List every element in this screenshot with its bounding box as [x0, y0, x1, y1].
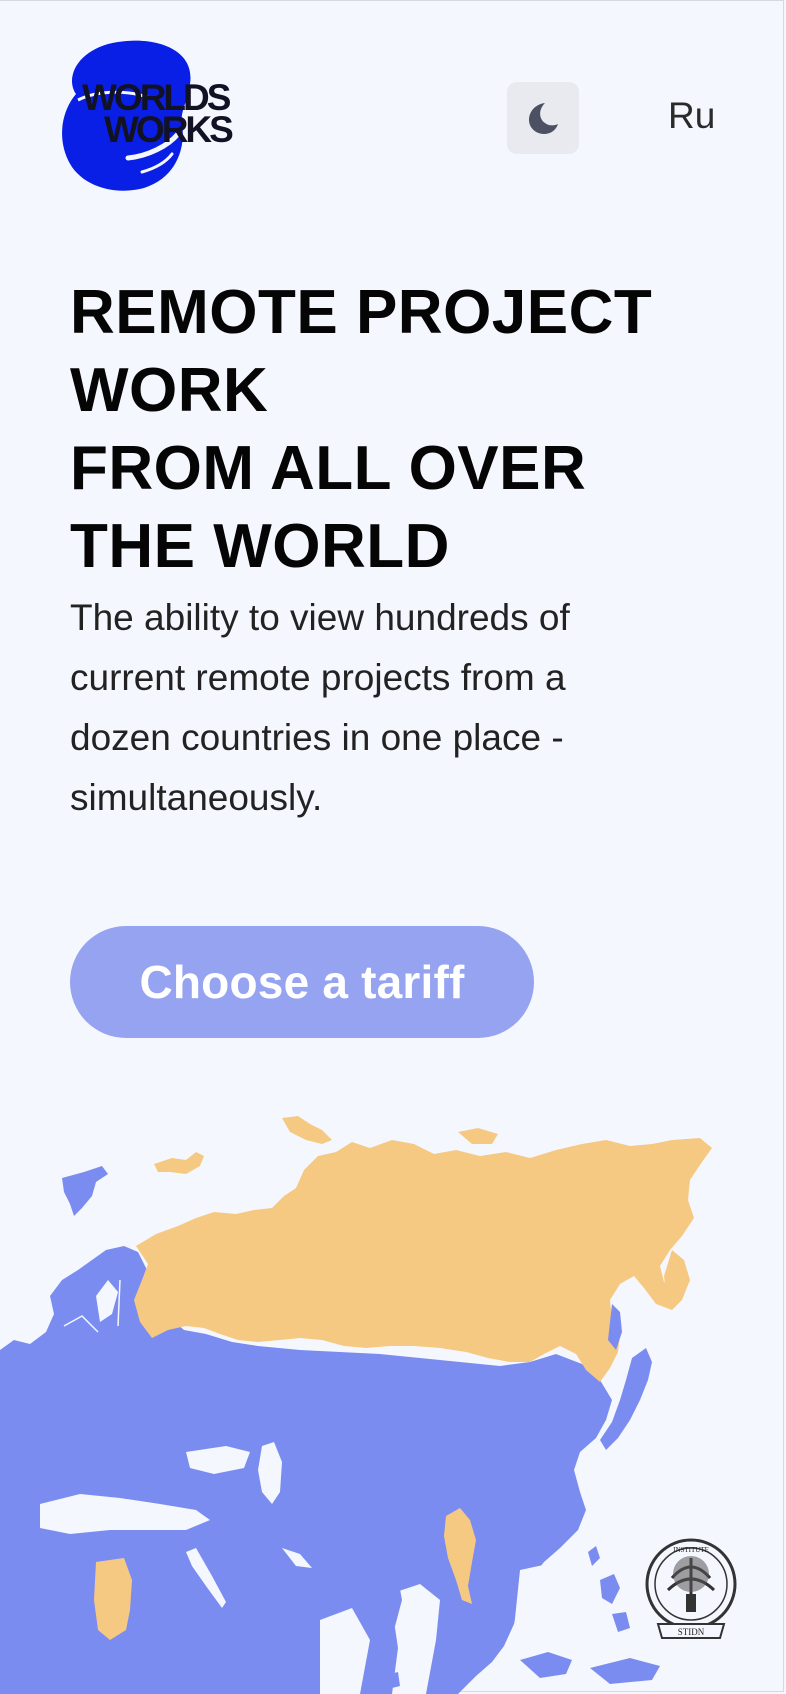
hero-title-line-3: FROM ALL OVER [70, 434, 587, 503]
logo[interactable]: WORLDS WORKS [58, 40, 258, 196]
site-header: WORLDS WORKS Ru [0, 0, 786, 220]
theme-toggle-button[interactable] [507, 82, 579, 154]
institute-seal-icon: STIDN INSTITUTE [645, 1538, 737, 1639]
hero-title-line-2: WORK [70, 356, 269, 425]
choose-tariff-button[interactable]: Choose a tariff [70, 926, 534, 1038]
hero-title-line-1: REMOTE PROJECT [70, 278, 653, 347]
language-switch-link[interactable]: Ru [668, 95, 716, 136]
hero-title-line-4: THE WORLD [70, 512, 450, 581]
seal-bottom-text: STIDN [678, 1627, 705, 1637]
logo-line-2: WORKS [104, 109, 234, 150]
hero-subtitle: The ability to view hundreds of current … [70, 597, 570, 818]
moon-icon [529, 103, 558, 134]
world-map-icon [0, 1116, 712, 1694]
seal-top-text: INSTITUTE [673, 1546, 709, 1554]
logo-wordmark: WORLDS WORKS [82, 77, 234, 150]
logo-line-1: WORLDS [82, 77, 231, 118]
hero-title: REMOTE PROJECT WORK FROM ALL OVER THE WO… [70, 274, 760, 586]
logo-blob-icon [62, 40, 191, 191]
